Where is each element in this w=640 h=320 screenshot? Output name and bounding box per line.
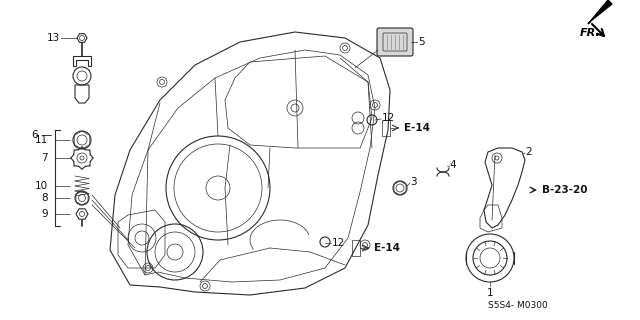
Polygon shape [588,0,612,24]
Text: 7: 7 [42,153,48,163]
Text: 1: 1 [486,288,493,298]
Text: 6 —: 6 — [32,130,52,140]
Text: 8: 8 [42,193,48,203]
Text: 5: 5 [418,37,424,47]
Text: 10: 10 [35,181,48,191]
Text: 3: 3 [410,177,417,187]
Text: 11: 11 [35,135,48,145]
Text: 13: 13 [47,33,60,43]
Text: E-14: E-14 [404,123,430,133]
FancyBboxPatch shape [377,28,413,56]
Text: 2: 2 [525,147,532,157]
Text: S5S4- M0300: S5S4- M0300 [488,301,548,310]
Text: 4: 4 [449,160,456,170]
Text: E-14: E-14 [374,243,400,253]
Text: 9: 9 [42,209,48,219]
Text: FR.: FR. [580,28,601,38]
Text: B-23-20: B-23-20 [542,185,588,195]
Text: 12: 12 [382,113,396,123]
Text: 12: 12 [332,238,345,248]
